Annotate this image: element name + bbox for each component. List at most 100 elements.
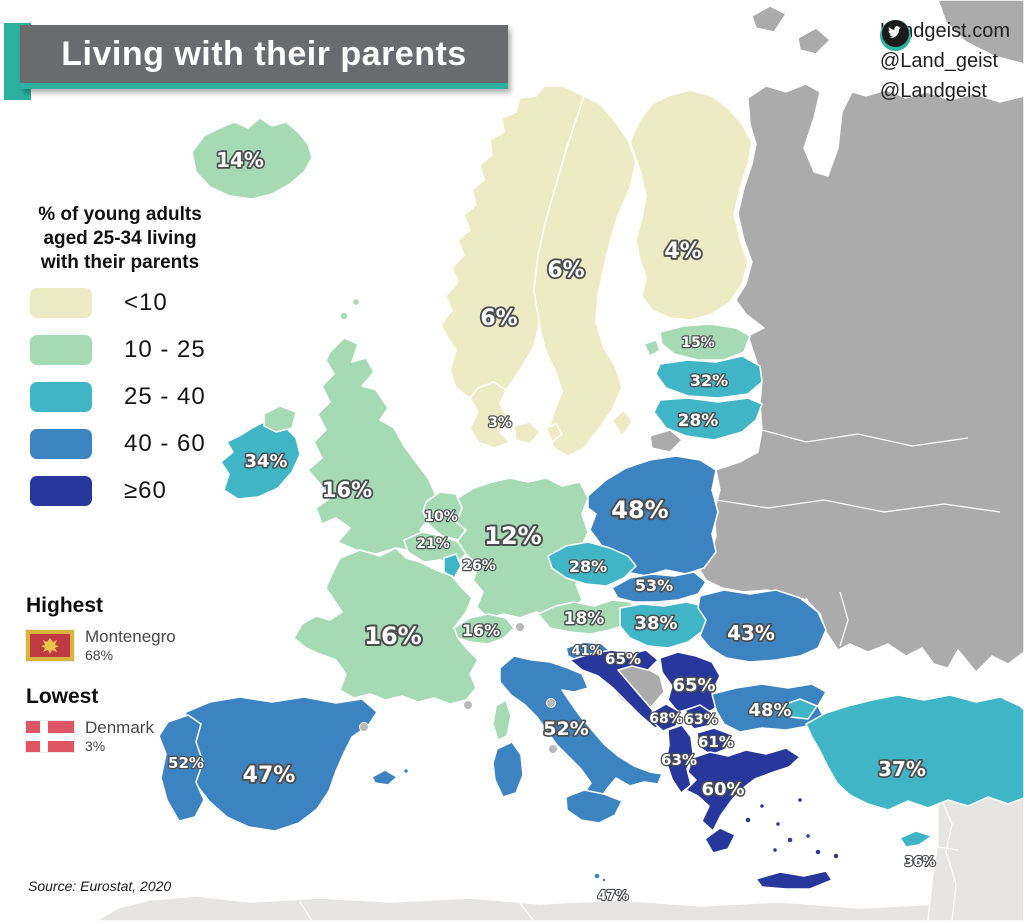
country-finland — [629, 89, 753, 321]
montenegro-flag — [26, 629, 74, 661]
title-banner: Living with their parents — [20, 25, 508, 89]
highest-value: 68% — [85, 647, 114, 663]
label-latvia: 32% — [690, 371, 728, 390]
lowest-value: 3% — [85, 738, 106, 754]
arctic-island-2 — [797, 27, 831, 55]
label-lithuania: 28% — [678, 411, 719, 431]
label-iceland: 14% — [216, 148, 264, 172]
island-funen — [545, 423, 563, 443]
label-north-macedonia: 61% — [698, 733, 734, 751]
branding-twitter-row: @Landgeist — [879, 20, 1010, 103]
label-italy: 52% — [543, 718, 588, 740]
country-croatia — [569, 649, 667, 729]
legend-items: <10 10 - 25 25 - 40 40 - 60 ≥60 — [16, 288, 246, 506]
dot-vatican — [548, 744, 558, 754]
legend-title: % of young adults aged 25-34 living with… — [38, 204, 202, 273]
label-slovenia: 41% — [571, 644, 602, 659]
branding-block: Landgeist.com @Land_geist @Landgeist — [879, 20, 1010, 103]
label-france: 16% — [364, 622, 421, 650]
microstate-dots — [359, 622, 558, 754]
country-labels: 14% 6% 6% 4% 15% 32% 28% 3% 34% 16% 10% 21% 26% 12% 48… — [167, 146, 937, 905]
label-netherlands: 10% — [424, 509, 458, 525]
country-denmark — [469, 381, 511, 449]
label-germany: 12% — [484, 522, 541, 550]
country-montenegro — [651, 703, 681, 732]
label-poland: 48% — [611, 496, 668, 524]
country-poland — [587, 455, 719, 577]
label-kosovo: 63% — [684, 712, 718, 728]
dot-andorra — [359, 722, 369, 732]
montenegro-eagle-icon — [41, 637, 59, 654]
country-czechia — [547, 541, 637, 587]
legend-item: 25 - 40 — [16, 382, 246, 412]
uk-northern-isles — [339, 297, 361, 321]
legend-swatch — [30, 382, 92, 412]
highest-country: Montenegro — [85, 627, 176, 646]
region-arctic-russia — [937, 0, 1024, 65]
country-greece — [685, 747, 801, 832]
country-france — [293, 547, 479, 705]
label-montenegro: 68% — [649, 711, 683, 727]
island-crete — [755, 870, 833, 890]
country-iceland — [191, 117, 313, 200]
dot-liechtenstein — [515, 622, 525, 632]
legend-item: ≥60 — [16, 476, 246, 506]
label-romania: 43% — [727, 621, 775, 645]
label-croatia: 65% — [605, 650, 641, 668]
island-corsica — [492, 699, 512, 741]
legend-label: <10 — [124, 289, 168, 316]
denmark-flag — [26, 720, 74, 752]
label-norway: 6% — [480, 306, 517, 331]
source-note: Source: Eurostat, 2020 — [28, 878, 172, 894]
branding-twitter: @Landgeist — [879, 80, 987, 102]
legend-item: 10 - 25 — [16, 335, 246, 365]
lowest-country: Denmark — [85, 718, 154, 737]
country-lithuania — [653, 397, 763, 441]
label-estonia: 15% — [681, 335, 715, 351]
label-serbia: 65% — [672, 675, 715, 696]
region-kaliningrad — [649, 429, 683, 453]
country-sweden — [533, 95, 637, 457]
legend-swatch — [30, 476, 92, 506]
country-cyprus — [899, 830, 933, 848]
region-northern-ireland — [263, 405, 297, 433]
label-greece: 60% — [701, 779, 744, 800]
island-sicily — [565, 789, 623, 824]
label-slovakia: 53% — [635, 576, 673, 595]
label-finland: 4% — [664, 239, 701, 264]
non-europe-land — [95, 779, 1024, 921]
legend-swatch — [30, 288, 92, 318]
country-ireland — [220, 419, 301, 500]
label-hungary: 38% — [634, 613, 677, 634]
highest-heading: Highest — [26, 594, 104, 617]
arctic-island-1 — [751, 5, 787, 33]
label-bulgaria: 48% — [748, 700, 791, 721]
label-czechia: 28% — [569, 557, 607, 576]
country-north-macedonia — [696, 727, 731, 756]
legend-label: 25 - 40 — [124, 383, 206, 410]
country-latvia — [655, 355, 763, 399]
label-portugal: 52% — [168, 754, 204, 772]
region-turkey-thrace — [779, 698, 818, 720]
no-data-internal-borders — [715, 429, 1001, 647]
country-portugal — [158, 714, 205, 822]
legend-label: ≥60 — [124, 477, 167, 504]
malta-islands — [593, 872, 607, 883]
label-switzerland: 16% — [462, 621, 500, 640]
country-estonia — [659, 323, 751, 361]
highlights-block: Highest Montenegro 68% Lowest Denmark 3% — [26, 594, 216, 776]
legend-label: 40 - 60 — [124, 430, 206, 457]
label-united-kingdom: 16% — [322, 478, 372, 502]
lowest-heading: Lowest — [26, 685, 99, 708]
label-sweden: 6% — [547, 258, 584, 283]
islands-balearic — [371, 769, 398, 786]
dot-san-marino — [546, 698, 556, 708]
island-sardinia — [492, 741, 524, 798]
island-zealand — [513, 421, 541, 445]
legend: % of young adults aged 25-34 living with… — [16, 203, 246, 523]
island-menorca — [402, 767, 410, 775]
label-austria: 18% — [564, 609, 605, 629]
country-united-kingdom — [307, 337, 437, 555]
